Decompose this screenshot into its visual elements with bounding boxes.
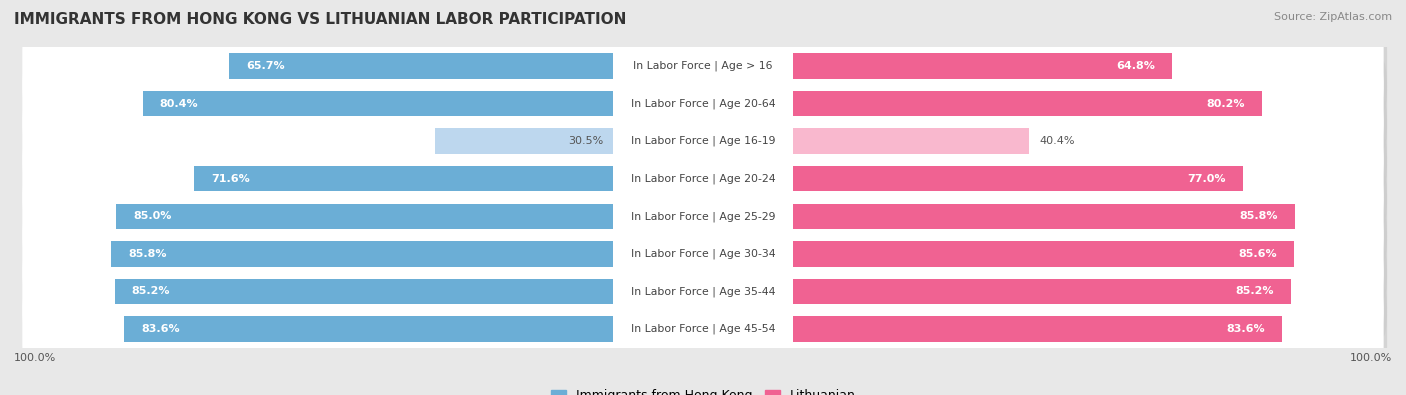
Bar <box>115 203 613 229</box>
Bar <box>229 53 613 79</box>
Text: In Labor Force | Age 25-29: In Labor Force | Age 25-29 <box>631 211 775 222</box>
Text: In Labor Force | Age 20-64: In Labor Force | Age 20-64 <box>631 98 775 109</box>
FancyBboxPatch shape <box>25 97 1388 188</box>
Legend: Immigrants from Hong Kong, Lithuanian: Immigrants from Hong Kong, Lithuanian <box>546 384 860 395</box>
Text: 85.0%: 85.0% <box>134 211 172 221</box>
Text: 30.5%: 30.5% <box>568 136 603 146</box>
FancyBboxPatch shape <box>25 172 1388 263</box>
FancyBboxPatch shape <box>25 60 1388 150</box>
Text: IMMIGRANTS FROM HONG KONG VS LITHUANIAN LABOR PARTICIPATION: IMMIGRANTS FROM HONG KONG VS LITHUANIAN … <box>14 12 627 27</box>
Text: In Labor Force | Age 35-44: In Labor Force | Age 35-44 <box>631 286 775 297</box>
Text: Source: ZipAtlas.com: Source: ZipAtlas.com <box>1274 12 1392 22</box>
FancyBboxPatch shape <box>22 284 1384 374</box>
Text: In Labor Force | Age > 16: In Labor Force | Age > 16 <box>633 61 773 71</box>
Text: 85.6%: 85.6% <box>1239 249 1277 259</box>
Text: 77.0%: 77.0% <box>1188 174 1226 184</box>
Text: 85.2%: 85.2% <box>1236 286 1274 296</box>
Bar <box>434 128 613 154</box>
FancyBboxPatch shape <box>22 21 1384 111</box>
Text: 83.6%: 83.6% <box>141 324 180 334</box>
Bar <box>793 316 1282 342</box>
FancyBboxPatch shape <box>22 96 1384 186</box>
Bar <box>793 203 1295 229</box>
Text: 100.0%: 100.0% <box>1350 353 1392 363</box>
Text: In Labor Force | Age 16-19: In Labor Force | Age 16-19 <box>631 136 775 147</box>
FancyBboxPatch shape <box>22 246 1384 337</box>
Bar <box>142 91 613 117</box>
Text: In Labor Force | Age 20-24: In Labor Force | Age 20-24 <box>631 173 775 184</box>
Bar <box>793 166 1243 192</box>
Text: 85.2%: 85.2% <box>132 286 170 296</box>
Bar <box>793 128 1029 154</box>
Text: 71.6%: 71.6% <box>211 174 250 184</box>
Bar <box>194 166 613 192</box>
Bar <box>793 241 1294 267</box>
Bar <box>793 53 1173 79</box>
Bar <box>114 278 613 304</box>
Text: 85.8%: 85.8% <box>1239 211 1278 221</box>
FancyBboxPatch shape <box>22 209 1384 299</box>
Bar <box>124 316 613 342</box>
FancyBboxPatch shape <box>25 210 1388 301</box>
FancyBboxPatch shape <box>25 22 1388 113</box>
FancyBboxPatch shape <box>25 247 1388 338</box>
FancyBboxPatch shape <box>22 58 1384 149</box>
Text: 100.0%: 100.0% <box>14 353 56 363</box>
Text: 40.4%: 40.4% <box>1039 136 1076 146</box>
Text: In Labor Force | Age 30-34: In Labor Force | Age 30-34 <box>631 248 775 259</box>
Text: 80.2%: 80.2% <box>1206 99 1244 109</box>
Bar <box>111 241 613 267</box>
Text: In Labor Force | Age 45-54: In Labor Force | Age 45-54 <box>631 324 775 334</box>
Text: 80.4%: 80.4% <box>160 99 198 109</box>
Bar <box>793 91 1263 117</box>
FancyBboxPatch shape <box>25 285 1388 376</box>
Text: 65.7%: 65.7% <box>246 61 284 71</box>
FancyBboxPatch shape <box>25 135 1388 226</box>
Text: 64.8%: 64.8% <box>1116 61 1154 71</box>
Text: 83.6%: 83.6% <box>1226 324 1265 334</box>
FancyBboxPatch shape <box>22 171 1384 261</box>
FancyBboxPatch shape <box>22 134 1384 224</box>
Text: 85.8%: 85.8% <box>128 249 167 259</box>
Bar <box>793 278 1292 304</box>
